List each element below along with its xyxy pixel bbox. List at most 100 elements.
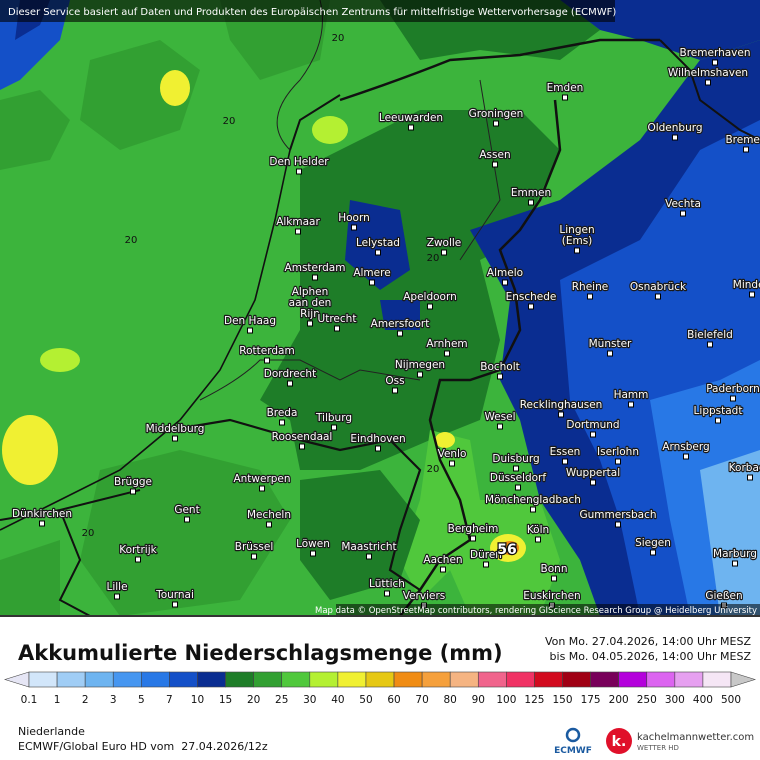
- isoline-labels: 20 20 20 20 20 20: [82, 33, 440, 539]
- city-marker: [715, 417, 721, 424]
- site-sub: WETTER HD: [637, 744, 679, 752]
- city-marker: [440, 566, 446, 573]
- legend-tick-label: 25: [275, 694, 288, 706]
- city-marker: [184, 516, 190, 523]
- color-legend: 0.1 1 2 3 5 7 10 15 20 25 30 40 50 60 70 80 90 100 125 150 1…: [3, 671, 757, 706]
- period-to: bis Mo. 04.05.2026, 14:00 Uhr MESZ: [550, 650, 752, 663]
- city-label: Dordrecht: [264, 368, 316, 380]
- city-label: Bonn: [541, 563, 568, 575]
- city-label: Assen: [479, 149, 510, 161]
- city-marker: [296, 168, 302, 175]
- city-marker: [172, 435, 178, 442]
- legend-box: [309, 671, 339, 688]
- legend-tick-label: 500: [721, 694, 741, 706]
- legend-box: [84, 671, 114, 688]
- legend-tick-label: 400: [693, 694, 713, 706]
- city-label: Lippstadt: [694, 405, 743, 417]
- attribution: Map data © OpenStreetMap contributors, r…: [315, 606, 757, 616]
- city-label: Wesel: [484, 411, 515, 423]
- ecmwf-logo: ECMWF: [554, 727, 592, 756]
- city-marker: [650, 549, 656, 556]
- city-label: Almere: [353, 267, 390, 279]
- legend-box: [169, 671, 198, 688]
- city-marker: [310, 550, 316, 557]
- legend-box: [28, 671, 58, 688]
- city-marker: [375, 249, 381, 256]
- city-marker: [528, 199, 534, 206]
- city-label: Emmen: [511, 187, 551, 199]
- city-marker: [392, 387, 398, 394]
- city-marker: [408, 124, 414, 131]
- city-label: Marburg: [713, 548, 757, 560]
- legend-tick-label: 125: [524, 694, 544, 706]
- legend-box: [225, 671, 254, 688]
- city-label: Lille: [106, 581, 127, 593]
- city-label: Middelburg: [146, 423, 205, 435]
- city-label: Löwen: [296, 538, 330, 550]
- city-label: Leeuwarden: [379, 112, 443, 124]
- city-label: Bremerhaven: [680, 47, 751, 59]
- city-marker: [497, 373, 503, 380]
- legend-box: [337, 671, 367, 688]
- legend-box: [477, 671, 507, 688]
- cities: Bremerhaven Wilhelmshaven Emden Leeuwarden G…: [11, 46, 760, 609]
- city-label: Recklinghausen: [520, 399, 603, 411]
- city-marker: [574, 247, 580, 254]
- ecmwf-text: ECMWF: [554, 746, 592, 756]
- city-label: Münster: [589, 338, 632, 350]
- city-label: Arnsberg: [662, 441, 709, 453]
- city-marker: [375, 445, 381, 452]
- city-label: Korbach: [729, 462, 760, 474]
- city-marker: [369, 279, 375, 286]
- city-marker: [749, 291, 755, 298]
- city-label: Antwerpen: [233, 473, 290, 485]
- city-label: Maastricht: [341, 541, 396, 553]
- legend-tick-label: 80: [444, 694, 457, 706]
- city-label: Nijmegen: [395, 359, 445, 371]
- city-marker: [444, 350, 450, 357]
- city-label: Lüttich: [369, 578, 405, 590]
- city-label: Gummersbach: [579, 509, 656, 521]
- legend-box: [674, 671, 704, 688]
- city-marker: [562, 94, 568, 101]
- region: Niederlande: [18, 725, 85, 738]
- city-label: Almelo: [487, 267, 523, 279]
- site-logo: k. kachelmannwetter.com WETTER HD: [606, 728, 754, 754]
- legend-box: [197, 671, 226, 688]
- legend-box: [449, 671, 479, 688]
- legend-tick-label: 7: [166, 694, 173, 706]
- legend-tick-label: 300: [665, 694, 685, 706]
- city-label: Utrecht: [318, 313, 357, 325]
- city-marker: [39, 520, 45, 527]
- city-marker: [279, 419, 285, 426]
- city-label: Amersfoort: [371, 318, 430, 330]
- attribution-bg: [336, 604, 760, 616]
- city-label: Tournai: [155, 589, 194, 601]
- city-marker: [135, 556, 141, 563]
- legend-box: [56, 671, 86, 688]
- city-marker: [730, 395, 736, 402]
- legend-box: [141, 671, 170, 688]
- legend-box: [562, 671, 591, 688]
- legend-tick-label: 30: [303, 694, 316, 706]
- city-label: Alkmaar: [276, 216, 320, 228]
- city-marker: [492, 161, 498, 168]
- city-label-line: Rijn: [300, 308, 320, 320]
- city-label: Osnabrück: [630, 281, 687, 293]
- city-marker: [587, 293, 593, 300]
- city-label: Düren: [470, 549, 502, 561]
- city-marker: [628, 401, 634, 408]
- city-label: Lelystad: [356, 237, 400, 249]
- city-label: Enschede: [506, 291, 557, 303]
- city-marker: [655, 293, 661, 300]
- city-label: Euskirchen: [523, 590, 580, 602]
- isoline-label: 20: [427, 253, 440, 264]
- legend-tick-label: 70: [415, 694, 428, 706]
- legend-box: [702, 671, 732, 688]
- city-marker: [712, 59, 718, 66]
- city-marker: [470, 535, 476, 542]
- city-marker: [672, 134, 678, 141]
- city-marker: [334, 325, 340, 332]
- city-marker: [427, 303, 433, 310]
